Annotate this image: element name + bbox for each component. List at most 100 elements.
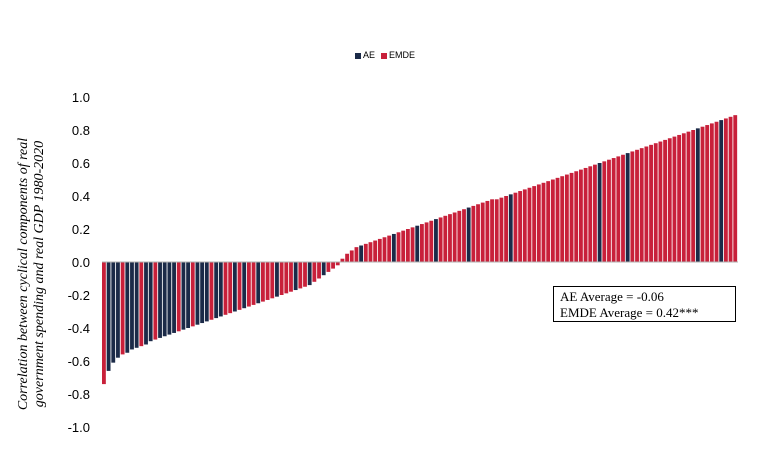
bar-emde (340, 258, 345, 262)
bar-emde (373, 240, 378, 262)
legend-item-emde: EMDE (381, 50, 415, 60)
bar-ae (200, 262, 205, 324)
bar-emde (550, 179, 555, 262)
bar-emde (485, 200, 490, 262)
bar-emde (363, 243, 368, 262)
bar-emde (723, 118, 728, 262)
bar-emde (270, 262, 275, 299)
bar-emde (377, 238, 382, 262)
bar-ae (625, 153, 630, 262)
bar-ae (719, 120, 724, 262)
bar-emde (588, 166, 593, 262)
bar-ae (232, 262, 237, 312)
bar-ae (321, 262, 326, 276)
bar-emde (504, 196, 509, 262)
y-tick-label: 0.2 (72, 222, 90, 237)
y-tick-label: 0.4 (72, 189, 90, 204)
bar-emde (279, 262, 284, 295)
bar-ae (415, 225, 420, 262)
legend-swatch (354, 52, 361, 59)
bar-emde (452, 212, 457, 262)
bar-emde (405, 229, 410, 262)
bar-ae (466, 207, 471, 262)
y-tick-label: -0.2 (68, 288, 90, 303)
bar-emde (265, 262, 270, 300)
y-tick-label: -1.0 (68, 420, 90, 435)
bar-emde (546, 181, 551, 262)
bar-ae (242, 262, 247, 309)
bar-ae (695, 128, 700, 262)
bar-emde (139, 262, 144, 347)
bar-emde (532, 186, 537, 262)
bar-emde (644, 146, 649, 262)
bar-emde (153, 262, 158, 340)
bar-ae (204, 262, 209, 322)
bar-ae (214, 262, 219, 319)
bar-emde (209, 262, 214, 320)
bar-emde (564, 174, 569, 262)
bar-emde (635, 149, 639, 262)
bar-emde (728, 116, 733, 262)
bar-emde (410, 227, 415, 262)
chart-legend: AE EMDE (0, 50, 770, 60)
bar-emde (555, 177, 560, 262)
bar-ae (391, 233, 396, 262)
bar-emde (621, 154, 625, 262)
bar-emde (560, 176, 565, 262)
bar-emde (499, 197, 504, 262)
bar-emde (616, 156, 621, 262)
bar-ae (130, 262, 134, 350)
bar-ae (144, 262, 148, 345)
bar-emde (569, 172, 574, 262)
ae-average-label: AE Average = -0.06 (560, 289, 664, 304)
bar-emde (672, 136, 677, 262)
bar-ae (195, 262, 200, 325)
y-tick-label: 0.8 (72, 123, 90, 138)
bar-ae (508, 194, 513, 262)
bar-ae (111, 262, 116, 363)
bar-ae (106, 262, 111, 371)
bar-ae (293, 262, 298, 291)
bar-emde (345, 253, 350, 262)
bar-emde (686, 131, 691, 262)
bar-emde (298, 262, 303, 289)
bar-emde (396, 232, 401, 262)
bar-emde (733, 115, 738, 263)
bar-ae (218, 262, 223, 317)
bar-emde (326, 262, 331, 272)
bar-ae (125, 262, 130, 353)
bar-emde (471, 205, 476, 262)
bar-emde (335, 262, 340, 266)
bar-emde (438, 217, 443, 262)
legend-label: EMDE (389, 50, 416, 60)
legend-swatch (381, 52, 387, 59)
bar-emde (480, 202, 485, 262)
bar-emde (317, 262, 321, 279)
bar-ae (186, 262, 191, 328)
bar-emde (228, 262, 233, 314)
bar-emde (237, 262, 242, 310)
bar-emde (714, 121, 719, 262)
bar-emde (649, 144, 653, 262)
bar-ae (275, 262, 279, 297)
bar-ae (307, 262, 312, 286)
bar-emde (312, 262, 317, 282)
bar-emde (176, 262, 181, 332)
y-tick-label: 0.6 (72, 156, 90, 171)
bar-emde (420, 224, 424, 262)
bar-ae (116, 262, 120, 358)
bar-ae (162, 262, 167, 337)
bar-ae (597, 163, 602, 262)
bar-emde (681, 133, 686, 262)
bar-ae (359, 245, 364, 262)
y-tick-label: 0.0 (72, 255, 90, 270)
y-tick-label: -0.4 (68, 321, 90, 336)
legend-item-ae: AE (354, 50, 375, 60)
bar-emde (120, 262, 125, 355)
y-tick-label: -0.6 (68, 354, 90, 369)
bar-ae (167, 262, 172, 335)
bar-emde (583, 167, 588, 262)
bar-emde (261, 262, 265, 302)
bar-ae (434, 219, 438, 262)
